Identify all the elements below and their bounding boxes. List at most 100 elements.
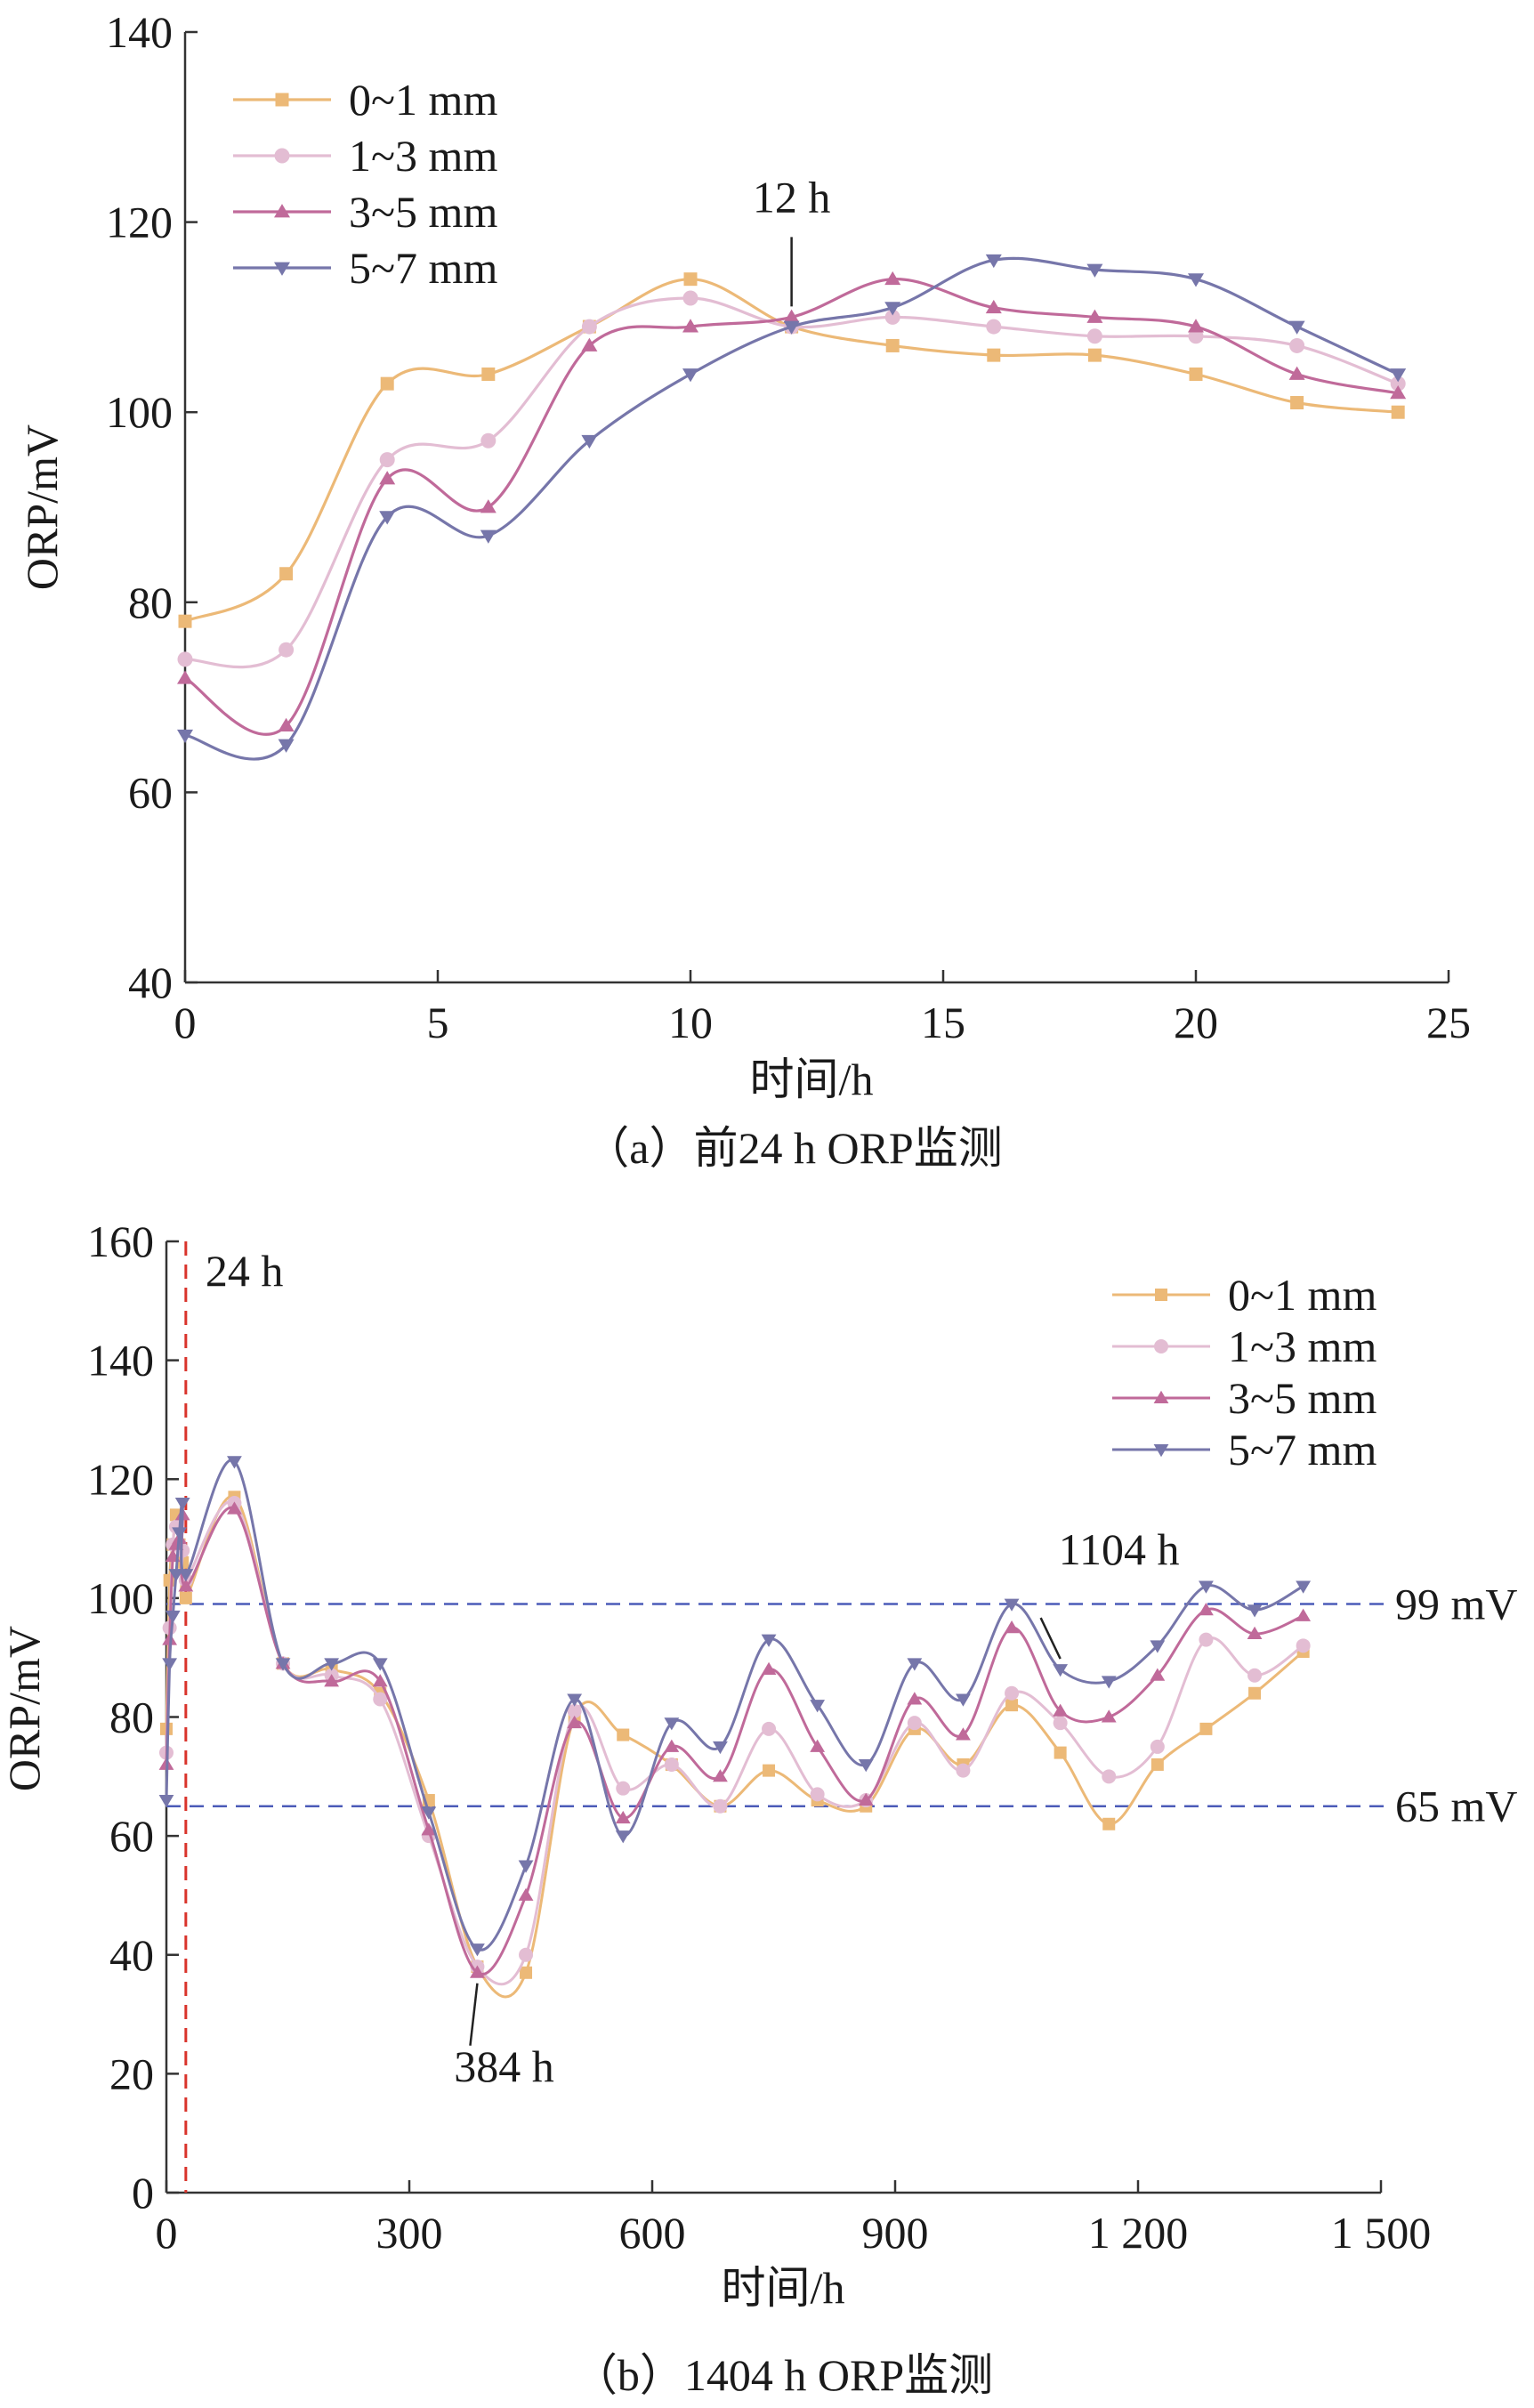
y-tick-label: 160 [87,1216,154,1266]
data-point [1290,396,1304,410]
data-point [1189,367,1203,381]
data-point [1247,1668,1263,1683]
data-point [761,1634,777,1647]
data-point [1004,1598,1020,1612]
x-tick-label: 600 [619,2208,686,2258]
data-point [519,1947,534,1962]
data-point [615,1830,631,1844]
data-point [1087,348,1102,362]
data-point [956,1727,971,1741]
data-point [956,1693,971,1707]
y-tick-label: 60 [109,1811,154,1861]
annotation-leader [1039,1617,1062,1660]
data-point [1199,1632,1214,1647]
data-point [481,367,496,381]
data-point [907,1692,923,1705]
data-point [682,368,698,383]
data-point [1288,366,1305,380]
data-point [278,739,295,753]
y-tick-label: 120 [87,1454,154,1504]
chart-caption: （b）1404 h ORP监测 [573,2350,993,2400]
data-point [1390,368,1407,383]
data-point [1296,1608,1312,1621]
legend-swatch-marker [1153,1390,1169,1403]
x-tick-label: 300 [376,2208,443,2258]
data-point [172,1527,187,1540]
x-tick-label: 10 [668,998,713,1047]
data-point [227,1456,242,1469]
data-point [810,1700,826,1713]
data-point [518,1887,534,1901]
data-point [884,302,901,316]
data-point [810,1787,825,1802]
vertical-reference-label: 24 h [206,1246,284,1296]
data-point [165,1610,181,1624]
y-tick-label: 140 [106,7,173,57]
x-tick-label: 15 [921,998,965,1047]
legend-swatch-marker [1154,1339,1168,1353]
data-point [858,1792,874,1806]
legend-swatch-marker [1155,1289,1167,1301]
legend-entry: 5~7 mm [349,243,497,293]
x-tick-label: 25 [1426,998,1471,1047]
data-point [762,1721,777,1736]
data-point [279,642,295,658]
x-tick-label: 20 [1174,998,1218,1047]
data-point [783,320,800,335]
data-point [567,1693,583,1707]
data-point [763,1764,776,1777]
data-point [1289,337,1305,353]
legend: 0~1 mm1~3 mm3~5 mm5~7 mm [1112,1270,1377,1475]
data-point [616,1781,631,1796]
data-point [1054,1746,1067,1759]
data-point [858,1758,874,1773]
legend-swatch-marker [1153,1444,1169,1458]
x-tick-label: 5 [427,998,449,1047]
data-point [617,1728,630,1741]
data-point [581,319,597,335]
data-point [1150,1668,1166,1681]
data-point [179,1591,192,1604]
data-point [178,1569,194,1582]
data-point [581,337,598,352]
legend-entry: 1~3 mm [349,131,497,181]
data-point [664,1717,680,1731]
legend-entry: 3~5 mm [349,187,497,237]
data-point [1248,1686,1262,1700]
data-point [178,614,192,628]
data-point [581,434,598,449]
data-point [1390,376,1406,392]
data-point [1086,328,1102,344]
series-line [184,278,1399,736]
data-point [1247,1626,1263,1639]
y-tick-label: 100 [87,1573,154,1623]
data-point [168,1569,184,1582]
data-point [884,271,901,286]
y-tick-label: 60 [128,767,173,817]
data-point [480,499,497,513]
y-tick-label: 120 [106,198,173,247]
y-tick-label: 0 [132,2168,154,2218]
data-point [162,1658,178,1671]
horizontal-reference-label: 65 mV [1395,1782,1518,1831]
data-point [567,1703,582,1718]
data-point [683,272,698,287]
data-point [956,1763,971,1778]
data-point [1102,1817,1116,1830]
legend-entry: 1~3 mm [1228,1321,1377,1371]
data-point [227,1501,242,1515]
annotation-label: 12 h [753,172,831,222]
data-point [174,1497,190,1511]
data-point [1296,1580,1312,1594]
series-4 [158,1456,1312,1957]
data-point [1188,319,1204,333]
data-point [1288,320,1305,335]
series-4 [177,254,1407,761]
data-point [885,338,900,352]
series-3 [177,271,1407,736]
legend-entry: 0~1 mm [1228,1270,1377,1320]
horizontal-reference-label: 99 mV [1395,1580,1518,1629]
data-point [1102,1769,1117,1784]
legend-entry: 3~5 mm [1228,1373,1377,1423]
